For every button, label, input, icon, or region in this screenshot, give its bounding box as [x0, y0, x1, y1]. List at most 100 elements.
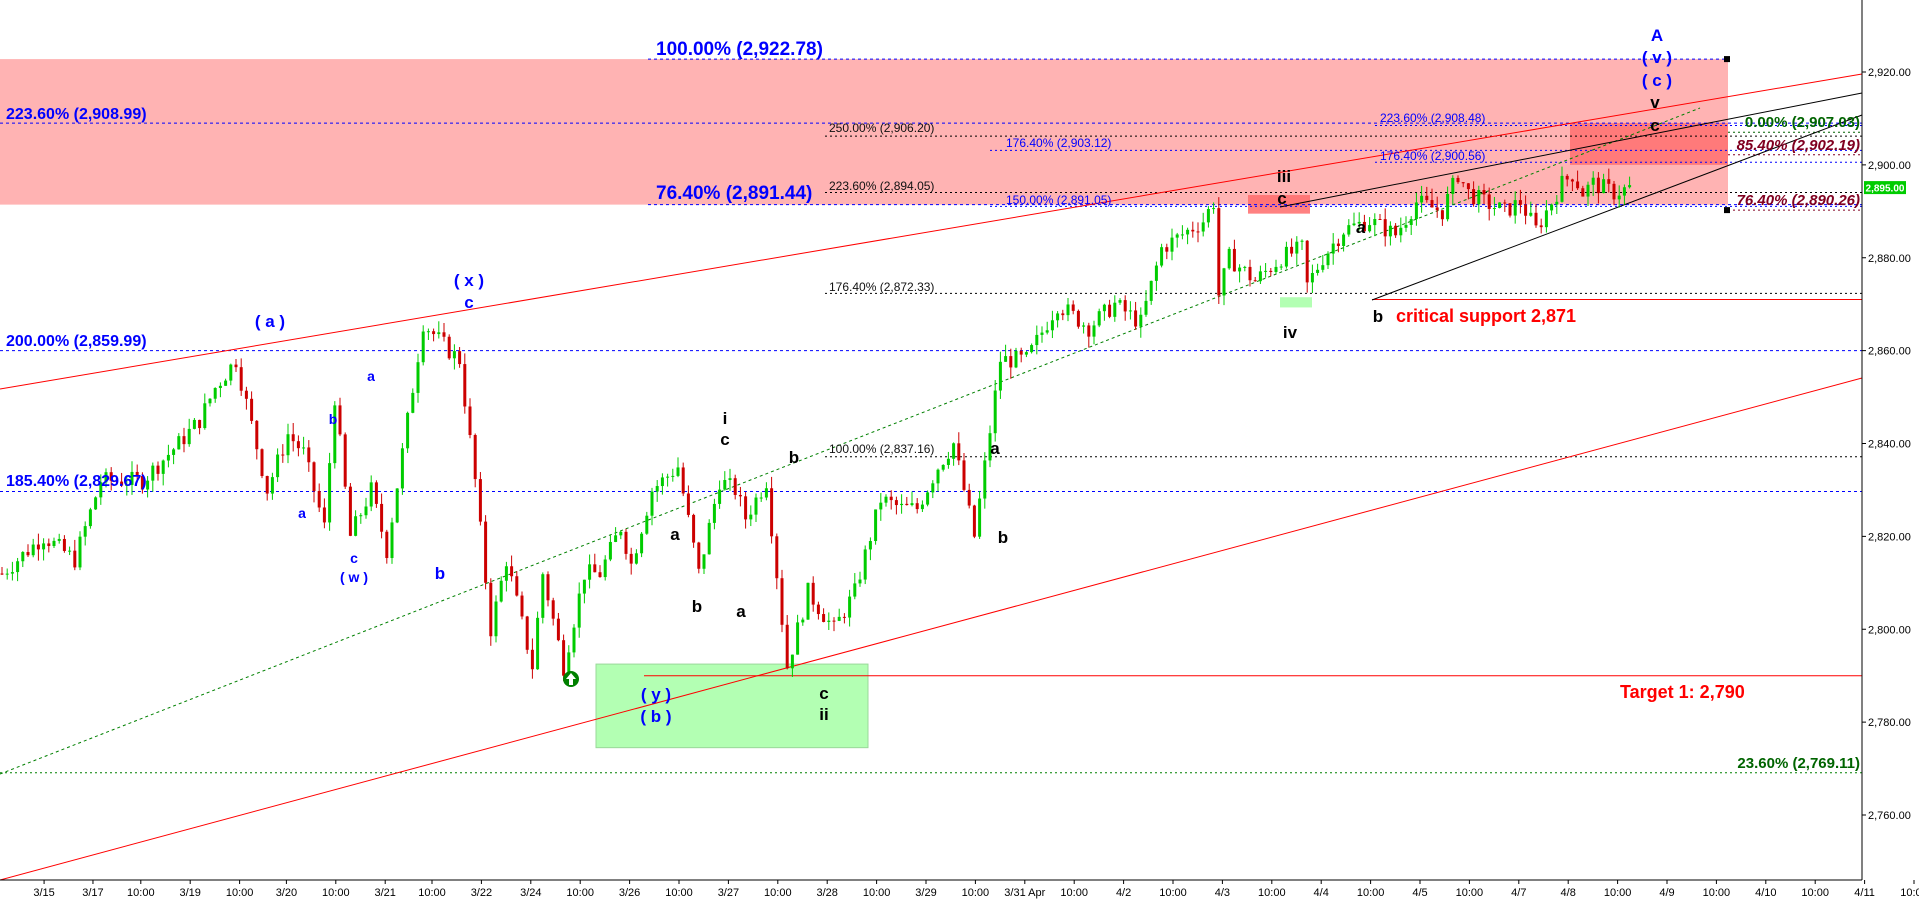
- candle-body-138: [718, 489, 722, 504]
- up-arrow-icon: [563, 671, 579, 687]
- candle-body-148: [770, 488, 774, 537]
- wave-label-a-black-1: a: [670, 525, 680, 544]
- candle-body-37: [192, 419, 196, 429]
- lines-layer: [0, 56, 1863, 881]
- candle-body-143: [744, 496, 748, 520]
- candle-body-89: [463, 364, 467, 407]
- candle-body-87: [452, 351, 456, 359]
- candle-body-254: [1321, 265, 1325, 270]
- candle-body-102: [530, 649, 534, 670]
- zone-resistance-red: [1570, 123, 1728, 165]
- candle-body-130: [676, 467, 680, 476]
- candle-body-7: [36, 544, 40, 550]
- wave-label-a-blue-1: a: [367, 368, 375, 384]
- candle-body-287: [1492, 208, 1496, 210]
- wave-label-i: i: [723, 409, 728, 428]
- candle-body-3: [16, 561, 20, 573]
- y-tick-label-3: 2,820.00: [1868, 531, 1911, 543]
- wave-label-c-paren: ( c ): [1642, 71, 1672, 90]
- wave-label-a-italic: a: [1356, 218, 1365, 237]
- candle-body-64: [333, 405, 337, 464]
- x-tick-label-28: 4/5: [1412, 887, 1427, 899]
- candle-body-179: [931, 483, 935, 493]
- x-tick-label-16: 3/28: [816, 887, 837, 899]
- candle-body-77: [400, 448, 404, 489]
- x-tick-label-30: 4/7: [1511, 887, 1526, 899]
- candle-body-125: [650, 491, 654, 516]
- candle-body-309: [1607, 179, 1611, 184]
- candle-body-105: [546, 574, 550, 601]
- candle-body-277: [1440, 210, 1444, 220]
- wave-label-c-black-ii: c: [819, 684, 828, 703]
- candle-body-40: [208, 398, 212, 404]
- candle-body-55: [286, 434, 290, 456]
- candle-body-192: [998, 361, 1002, 391]
- candle-body-291: [1513, 200, 1517, 216]
- candle-body-255: [1326, 253, 1330, 266]
- wave-label-b-black-2: b: [692, 597, 702, 616]
- candle-body-145: [754, 497, 758, 515]
- candle-body-22: [114, 480, 118, 482]
- candle-body-131: [681, 467, 685, 494]
- x-tick-label-13: 10:00: [665, 887, 693, 899]
- fib-label-100-b: 100.00% (2,837.16): [829, 442, 934, 456]
- fib-label-185-40: 185.40% (2,829.67): [6, 473, 147, 490]
- candle-body-246: [1279, 266, 1283, 268]
- y-tick-label-6: 2,880.00: [1868, 253, 1911, 265]
- wave-label-v: v: [1650, 93, 1660, 112]
- candle-body-204: [1061, 313, 1065, 316]
- x-tick-label-25: 10:00: [1258, 887, 1286, 899]
- candle-body-4: [21, 552, 25, 562]
- candle-body-43: [224, 380, 228, 386]
- x-tick-label-31: 4/8: [1561, 887, 1576, 899]
- x-tick-label-8: 10:00: [418, 887, 446, 899]
- candle-body-195: [1014, 350, 1018, 368]
- y-tick-label-5: 2,860.00: [1868, 346, 1911, 358]
- candle-body-94: [489, 582, 493, 637]
- candle-body-206: [1071, 304, 1075, 311]
- candle-body-35: [182, 436, 186, 445]
- candle-body-210: [1092, 325, 1096, 337]
- candle-body-19: [99, 482, 103, 498]
- candle-body-226: [1175, 234, 1179, 238]
- candle-body-115: [598, 572, 602, 578]
- candle-body-146: [759, 497, 763, 499]
- candle-body-95: [494, 601, 498, 637]
- candle-body-79: [411, 392, 415, 413]
- candle-body-71: [369, 482, 373, 507]
- candle-body-271: [1409, 219, 1413, 225]
- wave-label-a-black-3: a: [990, 439, 1000, 458]
- candle-body-6: [31, 544, 35, 556]
- wave-label-b-black-3: b: [998, 528, 1008, 547]
- candle-body-66: [343, 434, 347, 487]
- candle-body-126: [655, 486, 659, 492]
- candle-body-96: [499, 580, 503, 602]
- fib-label-23-60: 23.60% (2,769.11): [1737, 755, 1860, 772]
- candle-body-54: [281, 454, 285, 456]
- candle-body-160: [832, 620, 836, 622]
- candle-body-60: [312, 462, 316, 492]
- candle-body-123: [640, 533, 644, 554]
- candle-body-200: [1040, 332, 1044, 335]
- x-tick-label-24: 4/3: [1215, 887, 1230, 899]
- x-tick-label-4: 10:00: [226, 887, 254, 899]
- candle-body-264: [1373, 218, 1377, 226]
- candle-body-162: [842, 616, 846, 618]
- x-tick-label-0: 3/15: [33, 887, 54, 899]
- fib-label-150: 150.00% (2,891.05): [1006, 193, 1111, 207]
- candle-body-20: [104, 472, 108, 483]
- wave-label-a-black-2: a: [736, 602, 746, 621]
- candle-body-215: [1118, 300, 1122, 303]
- candle-body-166: [863, 549, 867, 580]
- wedge-lower-black: [1371, 114, 1863, 301]
- candle-body-100: [520, 595, 524, 617]
- zone-wave-iv: [1280, 297, 1312, 308]
- candle-body-49: [255, 420, 259, 450]
- candle-body-99: [515, 576, 519, 596]
- candle-body-128: [666, 476, 670, 478]
- candle-body-224: [1165, 247, 1169, 252]
- fib-label-76-40-b: 76.40% (2,890.26): [1737, 192, 1860, 209]
- candle-body-218: [1134, 310, 1138, 327]
- candle-body-13: [68, 550, 72, 552]
- candle-body-63: [328, 463, 332, 523]
